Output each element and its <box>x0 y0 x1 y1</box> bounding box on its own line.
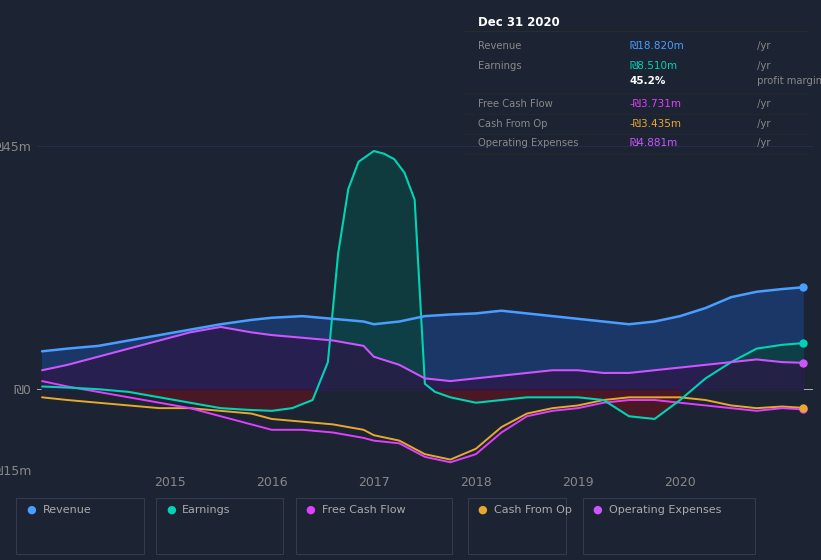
Text: profit margin: profit margin <box>754 76 821 86</box>
Text: Cash From Op: Cash From Op <box>478 119 547 129</box>
Text: Operating Expenses: Operating Expenses <box>478 138 578 148</box>
Text: Revenue: Revenue <box>43 505 91 515</box>
Text: Revenue: Revenue <box>478 41 521 52</box>
Text: /yr: /yr <box>754 138 770 148</box>
Text: ●: ● <box>305 505 315 515</box>
Text: /yr: /yr <box>754 99 770 109</box>
Text: -₪3.731m: -₪3.731m <box>630 99 681 109</box>
Text: ●: ● <box>26 505 36 515</box>
Text: -₪3.435m: -₪3.435m <box>630 119 681 129</box>
Text: ₪4.881m: ₪4.881m <box>630 138 677 148</box>
Text: Earnings: Earnings <box>478 61 521 71</box>
Text: ₪18.820m: ₪18.820m <box>630 41 684 52</box>
Text: Operating Expenses: Operating Expenses <box>609 505 722 515</box>
Text: ●: ● <box>166 505 176 515</box>
Text: Free Cash Flow: Free Cash Flow <box>478 99 553 109</box>
Text: /yr: /yr <box>754 61 770 71</box>
Text: Dec 31 2020: Dec 31 2020 <box>478 16 559 29</box>
Text: /yr: /yr <box>754 119 770 129</box>
Text: ●: ● <box>478 505 488 515</box>
Text: ₪8.510m: ₪8.510m <box>630 61 677 71</box>
Text: ●: ● <box>593 505 603 515</box>
Text: Free Cash Flow: Free Cash Flow <box>322 505 406 515</box>
Text: /yr: /yr <box>754 41 770 52</box>
Text: Earnings: Earnings <box>182 505 231 515</box>
Text: Cash From Op: Cash From Op <box>494 505 572 515</box>
Text: 45.2%: 45.2% <box>630 76 666 86</box>
